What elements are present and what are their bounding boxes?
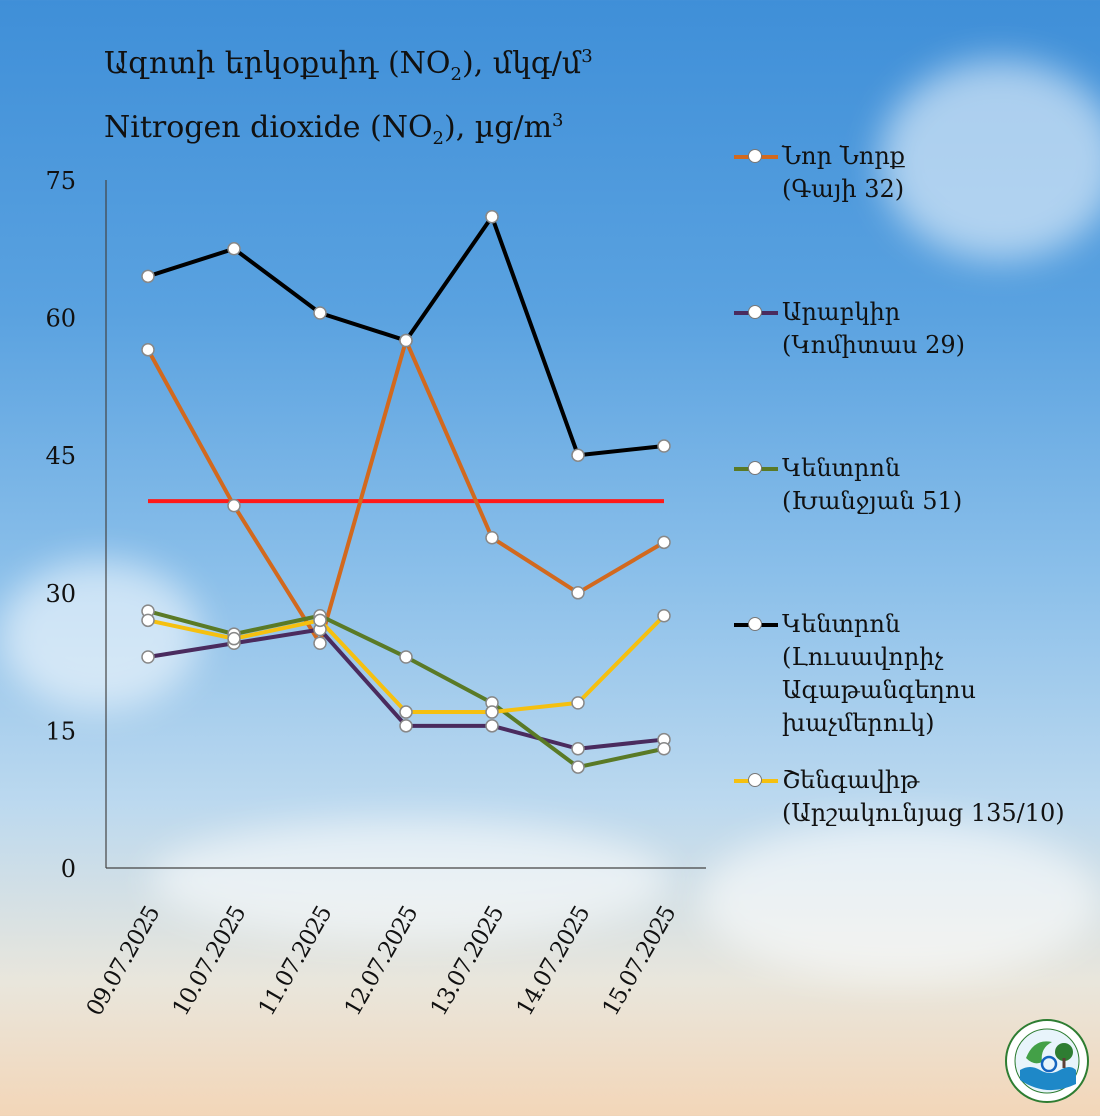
data-point-series-1 <box>141 650 155 664</box>
legend-sublabel: խաչմերուկ) <box>782 709 935 737</box>
legend-swatch <box>734 149 778 163</box>
legend-swatch <box>734 617 778 631</box>
legend-marker-icon <box>748 773 762 787</box>
legend-label: Կենտրոն <box>782 610 901 638</box>
x-tick-label: 10.07.2025 <box>168 902 251 1020</box>
legend-sublabel: (Խանջյան 51) <box>782 487 963 515</box>
legend-sublabel: (Կոմիտաս 29) <box>782 331 965 359</box>
data-point-series-4 <box>657 608 671 623</box>
legend-sublabel: (Արշակունյաց 135/10) <box>782 799 1065 827</box>
title-line-english: Nitrogen dioxide (NO2), µg/m3 <box>104 110 564 149</box>
y-tick-label: 0 <box>61 855 76 883</box>
data-point-series-3 <box>313 306 327 320</box>
y-tick-label: 75 <box>45 167 76 195</box>
legend-sublabel: (Գայի 32) <box>782 175 905 203</box>
series-line-0 <box>146 338 666 646</box>
y-tick-label: 60 <box>45 305 76 333</box>
monitoring-center-emblem-icon <box>1005 1019 1089 1103</box>
data-point-series-3 <box>141 269 155 284</box>
data-point-series-4 <box>485 705 499 719</box>
x-tick-label: 09.07.2025 <box>82 902 165 1020</box>
data-point-series-4 <box>399 705 413 719</box>
data-point-series-4 <box>227 631 241 646</box>
data-point-series-3 <box>571 448 585 462</box>
data-point-series-3 <box>657 439 671 453</box>
data-point-series-0 <box>141 342 155 357</box>
data-point-series-1 <box>571 741 585 756</box>
data-point-series-4 <box>313 613 327 628</box>
legend-swatch <box>734 305 778 319</box>
legend-sublabel: (Լուսավորիչ <box>782 643 944 671</box>
legend-marker-icon <box>748 461 762 475</box>
legend-marker-icon <box>748 617 762 631</box>
legend-marker-icon <box>748 305 762 319</box>
y-tick-label: 15 <box>45 717 76 745</box>
legend-swatch <box>734 461 778 475</box>
data-point-series-0 <box>313 636 327 651</box>
chart-title: Ազոտի երկօքսիդ (NO2), մկգ/մ3 Nitrogen di… <box>104 34 593 162</box>
data-point-series-1 <box>485 719 499 733</box>
data-point-series-2 <box>571 760 585 774</box>
data-point-series-2 <box>399 650 413 664</box>
data-point-series-1 <box>399 719 413 733</box>
data-point-series-3 <box>227 242 241 256</box>
data-point-series-4 <box>571 696 585 710</box>
legend-label: Նոր Նորք <box>782 142 906 170</box>
data-point-series-0 <box>657 535 671 550</box>
x-tick-label: 14.07.2025 <box>512 902 595 1020</box>
data-point-series-4 <box>141 613 155 628</box>
legend-label: Շենգավիթ <box>782 766 920 794</box>
legend-label: Կենտրոն <box>782 454 901 482</box>
data-point-series-2 <box>657 741 671 756</box>
legend-label: Արաբկիր <box>782 298 901 326</box>
y-tick-label: 45 <box>45 442 76 470</box>
data-point-series-0 <box>227 498 241 513</box>
x-tick-label: 12.07.2025 <box>340 902 423 1020</box>
x-tick-label: 11.07.2025 <box>254 902 337 1020</box>
title-line-armenian: Ազոտի երկօքսիդ (NO2), մկգ/մ3 <box>104 46 593 85</box>
data-point-series-0 <box>571 586 585 600</box>
x-tick-label: 13.07.2025 <box>426 902 509 1020</box>
legend-marker-icon <box>748 149 762 163</box>
legend-sublabel: Ագաթանգեղոս <box>782 676 976 704</box>
data-point-series-3 <box>399 333 413 348</box>
data-point-series-0 <box>485 531 499 545</box>
y-tick-label: 30 <box>45 580 76 608</box>
legend-swatch <box>734 773 778 787</box>
series-line-2 <box>146 609 666 770</box>
data-point-series-3 <box>485 209 499 224</box>
x-tick-label: 15.07.2025 <box>598 902 681 1020</box>
